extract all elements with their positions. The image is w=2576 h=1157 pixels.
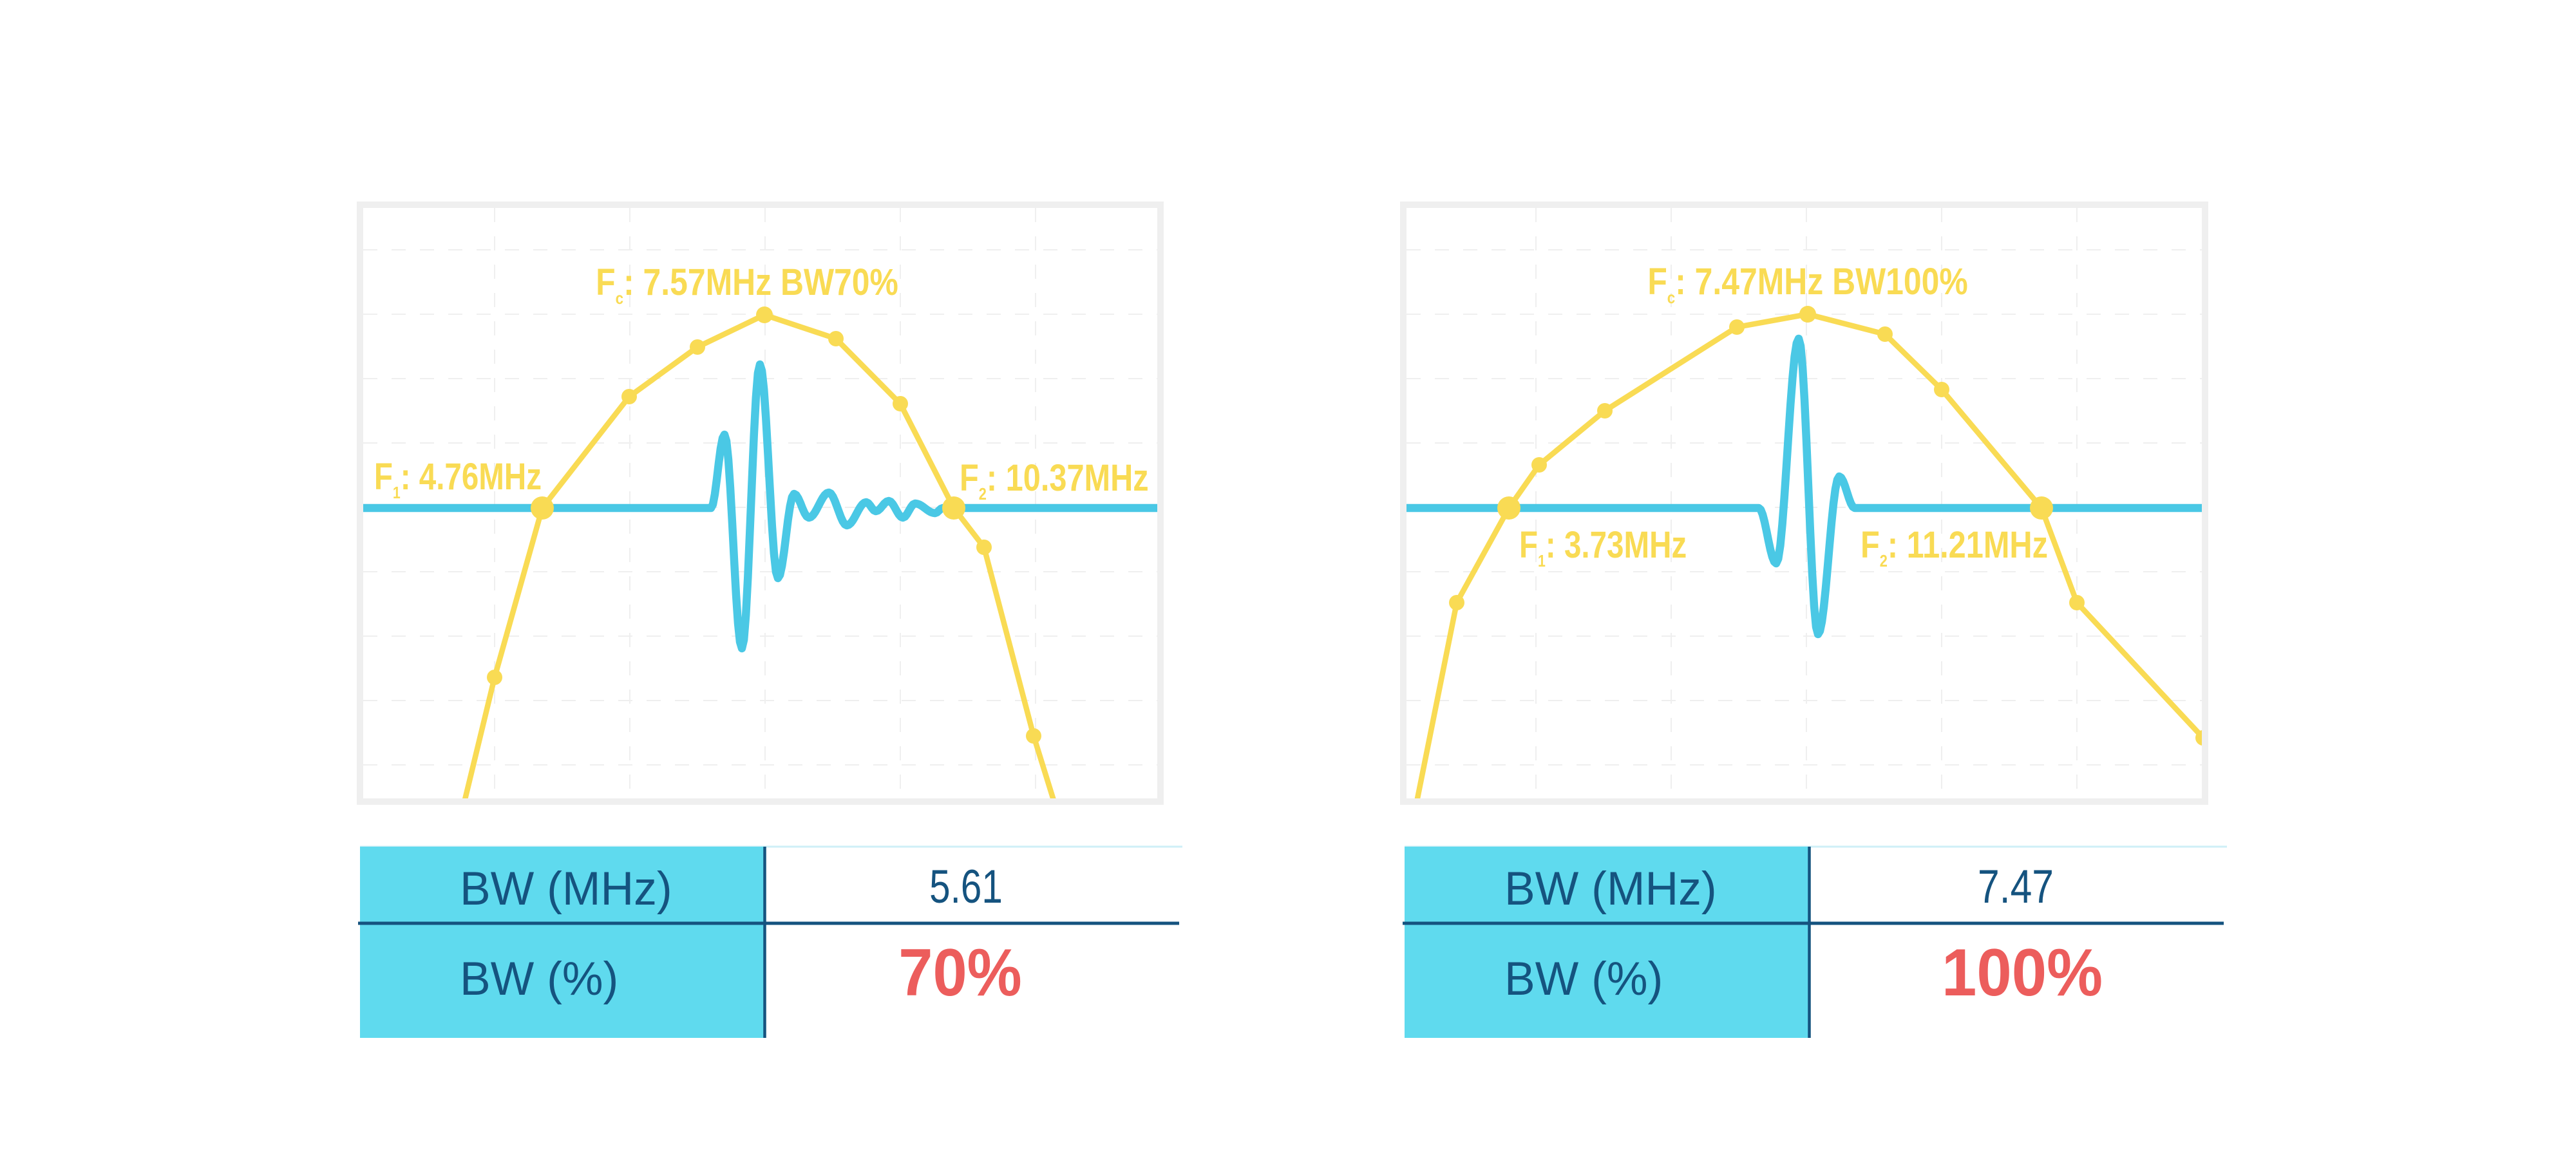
svg-text:BW (%): BW (%) — [460, 953, 618, 1005]
svg-text:70%: 70% — [898, 936, 1021, 1010]
svg-text:F1: 3.73MHz: F1: 3.73MHz — [1519, 525, 1687, 571]
svg-text:Fc: 7.47MHz BW100%: Fc: 7.47MHz BW100% — [1647, 261, 1967, 308]
svg-text:5.61: 5.61 — [929, 861, 1003, 914]
svg-text:F2: 11.21MHz: F2: 11.21MHz — [1861, 525, 2048, 570]
svg-text:7.47: 7.47 — [1978, 861, 2054, 914]
svg-text:BW (%): BW (%) — [1504, 953, 1663, 1005]
svg-text:F1: 4.76MHz: F1: 4.76MHz — [374, 456, 542, 503]
svg-text:F2: 10.37MHz: F2: 10.37MHz — [960, 458, 1149, 503]
svg-text:Fc: 7.57MHz BW70%: Fc: 7.57MHz BW70% — [596, 262, 898, 308]
svg-text:BW (MHz): BW (MHz) — [460, 863, 672, 915]
svg-text:BW (MHz): BW (MHz) — [1504, 863, 1717, 915]
svg-text:100%: 100% — [1942, 936, 2103, 1010]
